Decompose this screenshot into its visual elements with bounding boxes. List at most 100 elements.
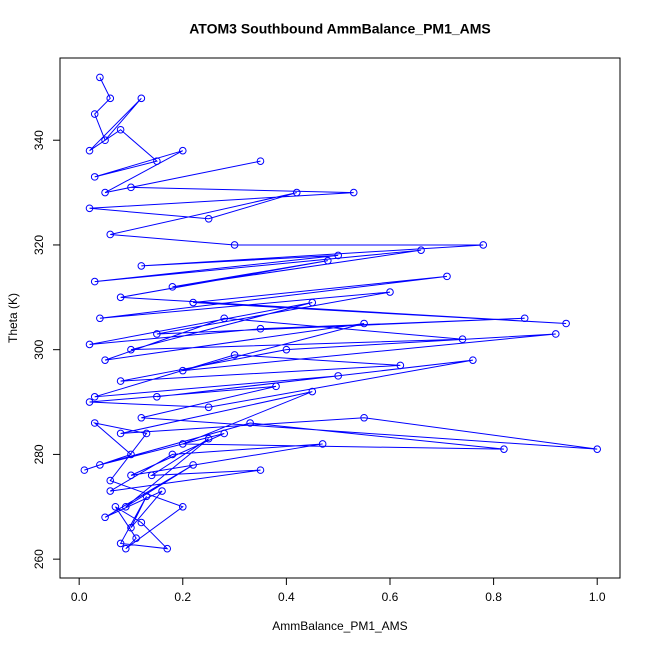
- x-axis-label: AmmBalance_PM1_AMS: [272, 619, 407, 633]
- point: [360, 319, 368, 328]
- point: [85, 146, 94, 155]
- point: [318, 440, 327, 448]
- point: [142, 492, 151, 501]
- point: [178, 502, 187, 511]
- x-tick-label: 0.0: [71, 590, 88, 604]
- point: [153, 330, 161, 338]
- point: [256, 324, 265, 333]
- y-axis-label: Theta (K): [6, 293, 20, 343]
- point: [90, 173, 99, 181]
- point: [85, 398, 94, 406]
- point: [121, 502, 130, 511]
- point: [127, 183, 135, 192]
- series-line: [84, 77, 598, 550]
- point: [292, 188, 301, 197]
- point: [96, 314, 104, 323]
- point: [106, 476, 115, 485]
- point: [204, 214, 213, 223]
- point: [308, 298, 317, 307]
- point: [137, 262, 146, 270]
- point: [106, 230, 115, 239]
- point: [147, 471, 156, 480]
- point: [479, 241, 488, 249]
- point: [334, 251, 342, 260]
- point: [443, 272, 451, 281]
- x-tick-label: 0.4: [278, 590, 295, 604]
- x-tick-label: 0.8: [485, 590, 502, 604]
- point: [168, 450, 177, 459]
- point: [111, 502, 120, 511]
- point: [256, 157, 265, 165]
- point: [360, 413, 368, 422]
- point: [220, 429, 229, 438]
- point: [562, 319, 570, 328]
- y-tick-label: 340: [32, 130, 46, 150]
- x-tick-label: 0.6: [382, 590, 399, 604]
- point: [396, 361, 405, 370]
- point: [551, 330, 560, 338]
- point: [116, 293, 125, 302]
- point: [204, 403, 213, 412]
- point: [142, 429, 151, 438]
- point: [168, 283, 177, 291]
- point: [158, 487, 166, 495]
- point: [90, 393, 99, 401]
- point: [334, 372, 342, 380]
- point: [121, 544, 130, 553]
- point: [593, 445, 602, 453]
- point: [101, 513, 109, 522]
- point: [230, 241, 239, 249]
- point: [132, 534, 140, 543]
- point: [137, 518, 146, 527]
- point: [80, 466, 89, 474]
- point: [137, 94, 146, 103]
- point: [189, 298, 197, 307]
- point: [520, 314, 529, 323]
- point: [246, 419, 254, 427]
- point: [85, 340, 94, 349]
- point: [282, 345, 291, 354]
- point: [324, 256, 332, 265]
- point: [204, 434, 213, 443]
- point: [116, 429, 125, 438]
- point: [101, 188, 109, 197]
- point: [127, 471, 135, 480]
- point: [256, 466, 265, 474]
- point: [458, 335, 467, 344]
- y-tick-label: 260: [32, 549, 46, 569]
- point: [116, 539, 125, 548]
- point: [127, 450, 135, 459]
- point: [90, 110, 99, 118]
- point: [96, 73, 104, 82]
- point: [116, 377, 125, 385]
- point: [137, 413, 146, 422]
- point: [500, 445, 508, 453]
- point: [230, 351, 239, 359]
- chart-title: ATOM3 Southbound AmmBalance_PM1_AMS: [189, 21, 491, 37]
- y-tick-label: 320: [32, 235, 46, 255]
- point: [90, 277, 99, 286]
- point: [163, 544, 172, 553]
- point: [153, 157, 161, 165]
- point: [96, 461, 104, 469]
- point: [90, 419, 99, 427]
- point: [386, 288, 394, 296]
- y-tick-label: 280: [32, 444, 46, 464]
- point: [178, 146, 187, 155]
- point: [469, 356, 477, 364]
- point: [178, 366, 187, 375]
- point: [127, 523, 135, 532]
- y-tick-label: 300: [32, 339, 46, 359]
- point: [127, 345, 135, 354]
- point: [189, 461, 197, 469]
- point: [220, 314, 229, 323]
- point: [178, 440, 187, 448]
- x-tick-label: 1.0: [589, 590, 606, 604]
- point: [349, 188, 358, 197]
- point: [417, 246, 425, 254]
- point: [106, 94, 115, 103]
- point: [106, 487, 115, 495]
- point: [116, 125, 125, 134]
